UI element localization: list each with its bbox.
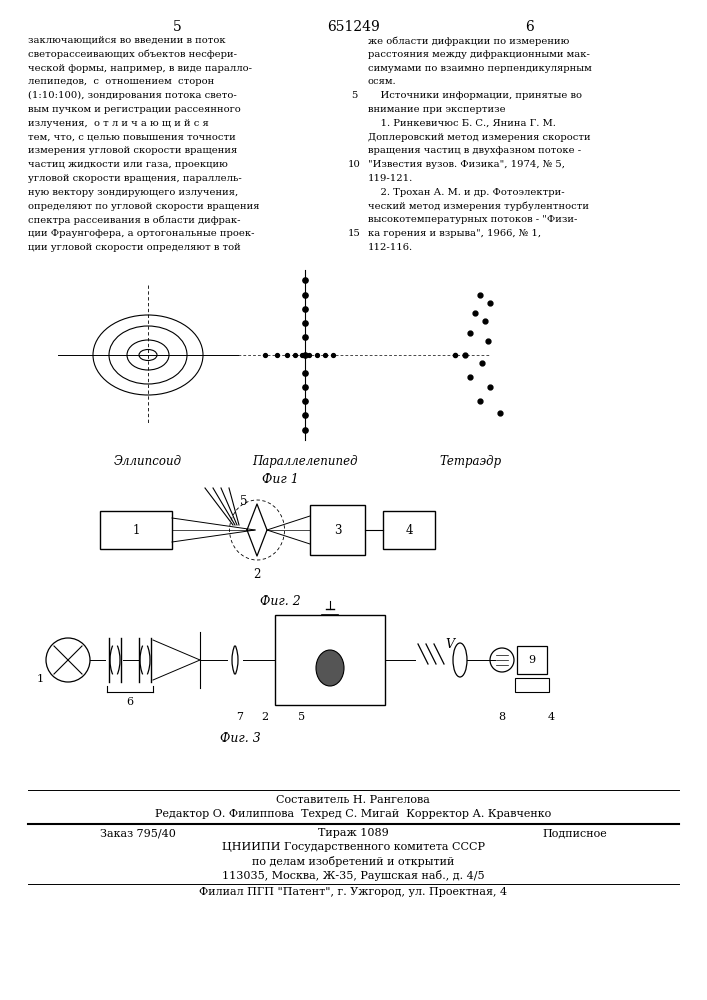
Text: Филиал ПГП "Патент", г. Ужгород, ул. Проектная, 4: Филиал ПГП "Патент", г. Ужгород, ул. Про… (199, 887, 507, 897)
Text: Тетраэдр: Тетраэдр (439, 455, 501, 468)
Text: ции угловой скорости определяют в той: ции угловой скорости определяют в той (28, 243, 241, 252)
Text: тем, что, с целью повышения точности: тем, что, с целью повышения точности (28, 133, 235, 142)
Text: Параллелепипед: Параллелепипед (252, 455, 358, 468)
Text: 113035, Москва, Ж-35, Раушская наб., д. 4/5: 113035, Москва, Ж-35, Раушская наб., д. … (222, 870, 484, 881)
Text: определяют по угловой скорости вращения: определяют по угловой скорости вращения (28, 202, 259, 211)
Text: внимание при экспертизе: внимание при экспертизе (368, 105, 506, 114)
Text: 15: 15 (348, 229, 361, 238)
Text: Заказ 795/40: Заказ 795/40 (100, 828, 176, 838)
Bar (310, 505, 365, 555)
Text: ную вектору зондирующего излучения,: ную вектору зондирующего излучения, (28, 188, 238, 197)
Bar (275, 615, 385, 705)
Text: (1:10:100), зондирования потока свето-: (1:10:100), зондирования потока свето- (28, 91, 237, 100)
Text: 9: 9 (528, 655, 536, 665)
Text: Доплеровский метод измерения скорости: Доплеровский метод измерения скорости (368, 133, 590, 142)
Text: ческий метод измерения турбулентности: ческий метод измерения турбулентности (368, 202, 589, 211)
Text: симумами по взаимно перпендикулярным: симумами по взаимно перпендикулярным (368, 64, 592, 73)
Bar (515, 678, 549, 692)
Text: 1: 1 (37, 674, 44, 684)
Text: Фиг. 2: Фиг. 2 (259, 595, 300, 608)
Text: расстояния между дифракционными мак-: расстояния между дифракционными мак- (368, 50, 590, 59)
Text: 5: 5 (173, 20, 182, 34)
Text: спектра рассеивания в области дифрак-: спектра рассеивания в области дифрак- (28, 215, 240, 225)
Text: 6: 6 (525, 20, 534, 34)
Text: измерения угловой скорости вращения: измерения угловой скорости вращения (28, 146, 238, 155)
Text: Составитель Н. Рангелова: Составитель Н. Рангелова (276, 795, 430, 805)
Text: ческой формы, например, в виде паралло-: ческой формы, например, в виде паралло- (28, 64, 252, 73)
Text: высокотемпературных потоков - "Физи-: высокотемпературных потоков - "Физи- (368, 215, 578, 224)
Text: 1. Ринкевичюс Б. С., Янина Г. М.: 1. Ринкевичюс Б. С., Янина Г. М. (368, 119, 556, 128)
Text: ка горения и взрыва", 1966, № 1,: ка горения и взрыва", 1966, № 1, (368, 229, 541, 238)
Text: частиц жидкости или газа, проекцию: частиц жидкости или газа, проекцию (28, 160, 228, 169)
Text: "Известия вузов. Физика", 1974, № 5,: "Известия вузов. Физика", 1974, № 5, (368, 160, 565, 169)
Text: 2. Трохан А. М. и др. Фотоэлектри-: 2. Трохан А. М. и др. Фотоэлектри- (368, 188, 565, 197)
Text: ции Фраунгофера, а ортогональные проек-: ции Фраунгофера, а ортогональные проек- (28, 229, 255, 238)
Text: же области дифракции по измерению: же области дифракции по измерению (368, 36, 569, 45)
Bar (517, 646, 547, 674)
Text: 2: 2 (262, 712, 269, 722)
Text: излучения,  о т л и ч а ю щ и й с я: излучения, о т л и ч а ю щ и й с я (28, 119, 209, 128)
Text: 119-121.: 119-121. (368, 174, 414, 183)
Text: светорассеивающих объектов несфери-: светорассеивающих объектов несфери- (28, 50, 237, 59)
Text: Фиг. 3: Фиг. 3 (220, 732, 260, 745)
Bar (100, 511, 172, 549)
Text: 5: 5 (351, 91, 357, 100)
Ellipse shape (316, 650, 344, 686)
Text: Подписное: Подписное (542, 828, 607, 838)
Text: 10: 10 (348, 160, 361, 169)
Bar (383, 511, 435, 549)
Text: 4: 4 (547, 712, 554, 722)
Text: 5: 5 (298, 712, 305, 722)
Text: Тираж 1089: Тираж 1089 (317, 828, 388, 838)
Text: вращения частиц в двухфазном потоке -: вращения частиц в двухфазном потоке - (368, 146, 581, 155)
Text: угловой скорости вращения, параллель-: угловой скорости вращения, параллель- (28, 174, 242, 183)
Text: Источники информации, принятые во: Источники информации, принятые во (368, 91, 582, 100)
Text: осям.: осям. (368, 77, 397, 86)
Text: вым пучком и регистрации рассеянного: вым пучком и регистрации рассеянного (28, 105, 241, 114)
Text: 7: 7 (237, 712, 243, 722)
Text: 651249: 651249 (327, 20, 380, 34)
Text: Редактор О. Филиппова  Техред С. Мигай  Корректор А. Кравченко: Редактор О. Филиппова Техред С. Мигай Ко… (155, 809, 551, 819)
Text: лепипедов,  с  отношением  сторон: лепипедов, с отношением сторон (28, 77, 214, 86)
Text: по делам изобретений и открытий: по делам изобретений и открытий (252, 856, 454, 867)
Text: 5: 5 (240, 495, 247, 508)
Text: Эллипсоид: Эллипсоид (114, 455, 182, 468)
Text: 8: 8 (498, 712, 506, 722)
Text: ЦНИИПИ Государственного комитета СССР: ЦНИИПИ Государственного комитета СССР (221, 842, 484, 852)
Text: заключающийся во введении в поток: заключающийся во введении в поток (28, 36, 226, 45)
Text: Фиг 1: Фиг 1 (262, 473, 298, 486)
Text: 4: 4 (405, 524, 413, 536)
Text: 2: 2 (253, 568, 261, 581)
Text: 1: 1 (132, 524, 140, 536)
Text: 3: 3 (334, 524, 341, 536)
Text: V: V (445, 638, 455, 651)
Text: 6: 6 (127, 697, 134, 707)
Text: 112-116.: 112-116. (368, 243, 413, 252)
